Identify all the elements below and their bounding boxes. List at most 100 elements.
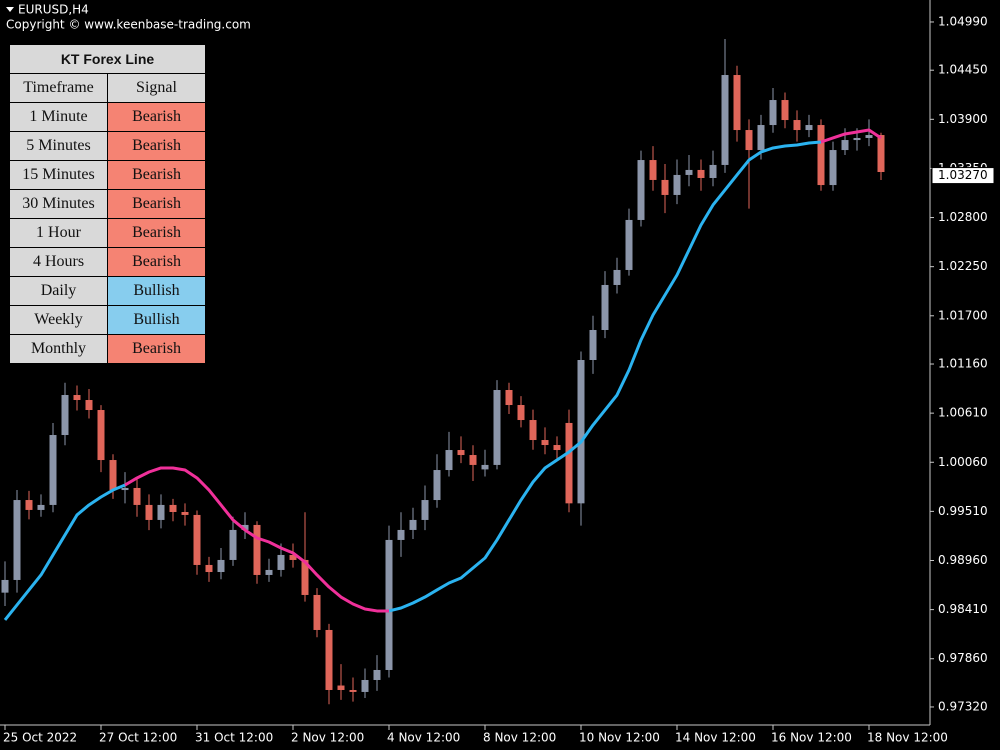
y-tick-label: 1.04990 [938,14,988,28]
candle-body [637,160,645,220]
candle-body [541,440,549,446]
x-tick-label: 27 Oct 12:00 [99,731,177,745]
signal: Bearish [107,247,206,277]
signal: Bullish [107,305,206,335]
signal: Bearish [107,334,206,364]
candle-body [85,400,93,411]
candle-body [613,269,621,285]
candle-body [421,500,429,520]
candle-body [169,504,177,513]
candle-body [745,130,753,151]
candle-body [409,519,417,530]
candle-body [373,669,381,680]
candle-body [757,125,765,151]
candle-body [13,500,21,580]
candle-body [625,219,633,270]
x-tick-label: 25 Oct 2022 [3,731,77,745]
candle-body [289,554,297,560]
candle-body [277,554,285,570]
candle-body [157,504,165,520]
candle-body [361,679,369,692]
candle-body [313,594,321,630]
candle-body [649,160,657,180]
x-tick-label: 4 Nov 12:00 [387,731,460,745]
candle-body [601,284,609,330]
y-tick-label: 1.04450 [938,63,988,77]
current-price-label: 1.03270 [938,168,988,182]
timeframe: Weekly [9,305,108,335]
current-price-box [931,167,995,185]
candle-body [121,487,129,491]
candle-body [301,559,309,595]
y-tick-label: 1.00610 [938,406,988,420]
candle-body [229,529,237,560]
candle-body [697,169,705,178]
panel-title: KT Forex Line [9,44,206,74]
indicator-line [3,140,822,621]
candle-body [133,487,141,505]
candle-body [721,75,729,165]
candle-body [529,420,537,441]
candle-body [865,135,873,138]
candle-body [829,150,837,186]
candle-body [517,405,525,421]
y-tick-label: 1.01700 [938,308,988,322]
y-tick-label: 0.97320 [938,699,988,713]
y-tick-label: 1.01160 [938,357,988,371]
x-tick-label: 18 Nov 12:00 [867,731,948,745]
candle-body [325,629,333,690]
candle-body [1,579,9,593]
candle-body [505,390,513,406]
timeframe: Daily [9,276,108,306]
candle-body [181,512,189,515]
candle-body [37,504,45,510]
y-tick-label: 1.03900 [938,112,988,126]
copyright: Copyright © www.keenbase-trading.com [6,18,251,32]
panel-header: Signal [107,73,206,103]
candle-body [469,455,477,465]
signal: Bearish [107,218,206,248]
candle-body [337,685,345,690]
candle-body [241,524,249,530]
candle-body [733,75,741,131]
candle-body [853,137,861,141]
timeframe: 15 Minutes [9,160,108,190]
candle-body [97,410,105,461]
candle-body [253,524,261,575]
candle-body [493,390,501,465]
candle-body [769,100,777,126]
signal: Bearish [107,189,206,219]
candle-body [349,689,357,692]
y-tick-label: 0.99510 [938,504,988,518]
candle-body [565,422,573,504]
symbol: EURUSD,H4 [18,3,89,17]
x-tick-label: 16 Nov 12:00 [771,731,852,745]
candle-body [577,359,585,504]
candle-body [145,504,153,520]
candle-body [193,514,201,565]
candle-body [805,125,813,131]
signal: Bearish [107,131,206,161]
candle-body [73,395,81,401]
x-tick-label: 2 Nov 12:00 [291,731,364,745]
candle-body [781,100,789,121]
signal-panel: KT Forex Line Timeframe Signal 1 Minute Be… [9,44,206,364]
signal: Bearish [107,102,206,132]
indicator-line [124,128,882,613]
candle-body [25,500,33,510]
candle-body [817,125,825,186]
candle-body [61,395,69,436]
candle-body [433,470,441,501]
candle-body [841,140,849,151]
y-tick-label: 1.00060 [938,455,988,469]
candle-body [385,539,393,670]
candle-body [553,445,561,451]
timeframe: 4 Hours [9,247,108,277]
candle-body [709,164,717,178]
candle-body [793,120,801,131]
candle-body [673,174,681,195]
candle-body [445,450,453,471]
signal: Bullish [107,276,206,306]
